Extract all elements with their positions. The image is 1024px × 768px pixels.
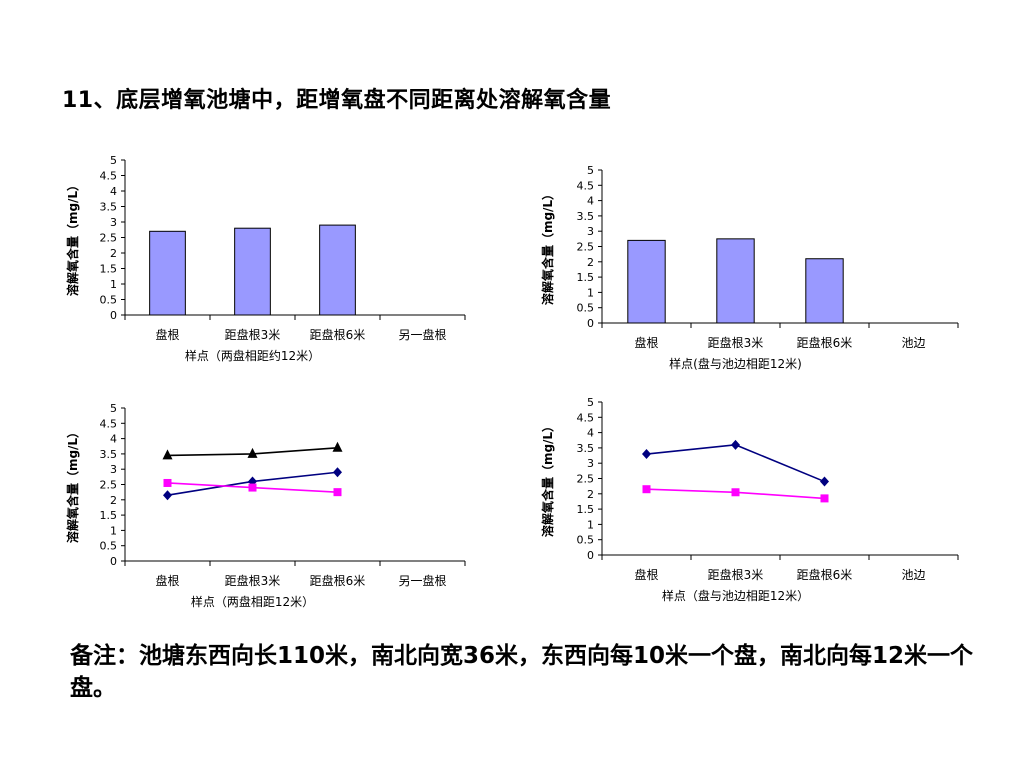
bar: [627, 239, 666, 324]
y-tick-label: 1: [587, 518, 594, 531]
bar: [149, 230, 186, 316]
data-point-square: [642, 485, 651, 494]
footnote: 备注：池塘东西向长110米，南北向宽36米，东西向每10米一个盘，南北向每12米…: [70, 643, 974, 701]
y-tick-label: 0: [587, 549, 594, 562]
y-tick-label: 1: [110, 278, 117, 291]
y-tick-label: 1.5: [577, 503, 595, 516]
chart-svg: 0 0.5 1 1.5 2 2.5 3 3.5 4 4.5 5 盘根 距盘根3米 距盘根6米 池边样点(盘与…: [540, 164, 959, 371]
line-chart-two-disks: 0 0.5 1 1.5 2 2.5 3 3.5 4 4.5 5 盘根 距盘根3米 距盘根6米 另一盘根样点（…: [55, 398, 475, 618]
x-tick-label: 距盘根3米: [225, 573, 281, 588]
y-tick-label: 3: [587, 457, 594, 470]
data-point-diamond: [731, 439, 740, 450]
x-axis-label: 样点（两盘相距12米）: [191, 594, 314, 609]
x-tick-label: 距盘根3米: [225, 327, 281, 342]
line-chart-disk-to-pond-edge: 0 0.5 1 1.5 2 2.5 3 3.5 4 4.5 5 盘根 距盘根3米 距盘根6米 池边样点（盘与…: [530, 390, 970, 610]
x-tick-label: 另一盘根: [398, 327, 446, 342]
bar: [716, 238, 755, 324]
data-point-square: [248, 483, 257, 492]
y-axis-label: 溶解氧含量（mg/L）: [540, 188, 555, 305]
y-tick-label: 5: [587, 396, 594, 409]
x-tick-label: 盘根: [634, 335, 658, 350]
x-axis-label: 样点(盘与池边相距12米): [669, 356, 802, 371]
bar: [319, 224, 356, 316]
x-tick-label: 盘根: [155, 573, 179, 588]
x-tick-label: 距盘根3米: [708, 335, 764, 350]
y-tick-label: 2: [110, 494, 117, 507]
x-tick-label: 距盘根6米: [797, 567, 853, 582]
y-tick-label: 3.5: [100, 448, 118, 461]
data-point-square: [333, 488, 342, 497]
y-tick-label: 1: [110, 524, 117, 537]
y-tick-label: 5: [110, 402, 117, 415]
slide-title: 11、底层增氧池塘中，距增氧盘不同距离处溶解氧含量: [62, 88, 612, 113]
series-line: [646, 444, 825, 483]
y-tick-label: 3: [110, 463, 117, 476]
y-tick-label: 1: [587, 286, 594, 299]
data-point-square: [820, 494, 829, 503]
y-tick-label: 4.5: [100, 170, 118, 183]
y-tick-label: 2: [110, 247, 117, 260]
y-tick-label: 4: [110, 433, 117, 446]
y-tick-label: 0.5: [577, 534, 595, 547]
data-point-diamond: [163, 490, 172, 501]
y-tick-label: 2: [587, 256, 594, 269]
y-axis-label: 溶解氧含量（mg/L）: [65, 426, 80, 543]
data-point-diamond: [642, 449, 651, 460]
y-tick-label: 4.5: [577, 179, 595, 192]
y-tick-label: 4: [587, 195, 594, 208]
chart-svg: 0 0.5 1 1.5 2 2.5 3 3.5 4 4.5 5 盘根 距盘根3米 距盘根6米 另一盘根样点（…: [65, 402, 466, 609]
bar-chart-two-disks: 0 0.5 1 1.5 2 2.5 3 3.5 4 4.5 5 盘根 距盘根3米 距盘根6米 另一盘根样点（…: [55, 148, 475, 373]
x-tick-label: 距盘根3米: [708, 567, 764, 582]
y-axis-label: 溶解氧含量（mg/L）: [540, 420, 555, 537]
y-tick-label: 4.5: [577, 411, 595, 424]
x-axis-label: 样点（盘与池边相距12米）: [662, 588, 809, 603]
y-tick-label: 0.5: [577, 302, 595, 315]
x-tick-label: 池边: [901, 336, 925, 350]
y-tick-label: 3: [110, 216, 117, 229]
y-tick-label: 2.5: [577, 241, 595, 254]
y-tick-label: 1.5: [100, 263, 118, 276]
x-tick-label: 距盘根6米: [310, 327, 366, 342]
chart-svg: 0 0.5 1 1.5 2 2.5 3 3.5 4 4.5 5 盘根 距盘根3米 距盘根6米 池边样点（盘与…: [540, 396, 959, 603]
y-tick-label: 2.5: [577, 473, 595, 486]
y-tick-label: 4: [110, 185, 117, 198]
data-point-triangle: [162, 449, 173, 460]
y-tick-label: 5: [110, 154, 117, 167]
data-point-triangle: [247, 447, 258, 458]
y-tick-label: 5: [587, 164, 594, 177]
bar-chart-disk-to-pond-edge: 0 0.5 1 1.5 2 2.5 3 3.5 4 4.5 5 盘根 距盘根3米 距盘根6米 池边样点(盘与…: [530, 158, 970, 383]
y-tick-label: 2.5: [100, 479, 118, 492]
y-tick-label: 3.5: [577, 210, 595, 223]
data-point-diamond: [820, 476, 829, 487]
y-tick-label: 1.5: [100, 509, 118, 522]
y-tick-label: 3: [587, 225, 594, 238]
y-tick-label: 0: [110, 309, 117, 322]
bar: [234, 227, 271, 316]
x-tick-label: 另一盘根: [398, 573, 446, 588]
x-tick-label: 盘根: [634, 567, 658, 582]
y-tick-label: 0.5: [100, 294, 118, 307]
y-tick-label: 2: [587, 488, 594, 501]
x-tick-label: 池边: [901, 568, 925, 582]
y-tick-label: 0: [587, 317, 594, 330]
y-tick-label: 3.5: [577, 442, 595, 455]
bar: [805, 258, 844, 324]
y-axis-label: 溶解氧含量（mg/L）: [65, 179, 80, 296]
data-point-square: [731, 488, 740, 497]
y-tick-label: 0: [110, 555, 117, 568]
y-tick-label: 4: [587, 427, 594, 440]
x-tick-label: 距盘根6米: [797, 335, 853, 350]
y-tick-label: 2.5: [100, 232, 118, 245]
y-tick-label: 4.5: [100, 417, 118, 430]
chart-svg: 0 0.5 1 1.5 2 2.5 3 3.5 4 4.5 5 盘根 距盘根3米 距盘根6米 另一盘根样点（…: [65, 154, 466, 363]
data-point-triangle: [332, 441, 343, 452]
x-tick-label: 盘根: [155, 327, 179, 342]
y-tick-label: 0.5: [100, 540, 118, 553]
x-tick-label: 距盘根6米: [310, 573, 366, 588]
y-tick-label: 3.5: [100, 201, 118, 214]
data-point-diamond: [333, 467, 342, 478]
x-axis-label: 样点（两盘相距约12米）: [185, 348, 320, 363]
y-tick-label: 1.5: [577, 271, 595, 284]
data-point-square: [163, 478, 172, 487]
